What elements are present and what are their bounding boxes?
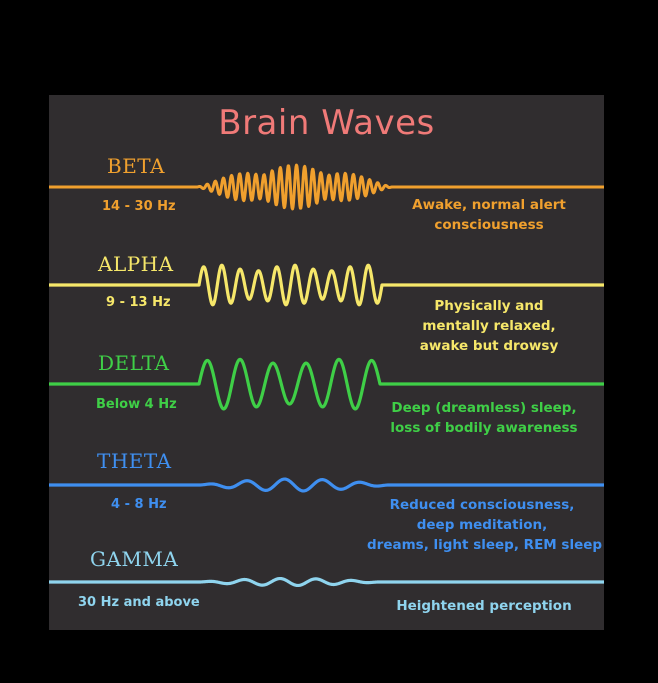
alpha-name: ALPHA [98, 252, 174, 276]
theta-name: THETA [97, 449, 172, 473]
alpha-wave-line [49, 263, 604, 307]
theta-description: Reduced consciousness, deep meditation, … [367, 495, 603, 555]
wave-diagram [49, 163, 604, 588]
alpha-frequency: 9 - 13 Hz [106, 295, 171, 310]
infographic-panel: Brain Waves BETA 14 - 30 Hz Awake, norma… [49, 95, 604, 630]
beta-description-line: Awake, normal alert [412, 197, 566, 213]
gamma-description: Heightened perception [384, 596, 584, 616]
gamma-frequency: 30 Hz and above [78, 595, 200, 610]
delta-description-line: loss of bodily awareness [390, 420, 578, 436]
alpha-description: Physically and mentally relaxed, awake b… [394, 296, 584, 356]
theta-description-line: dreams, light sleep, REM sleep [367, 537, 603, 553]
beta-wave-line [49, 163, 604, 211]
delta-wave-line [49, 357, 604, 411]
beta-description-line: consciousness [434, 217, 544, 233]
alpha-description-line: Physically and [434, 298, 544, 314]
beta-name: BETA [107, 154, 165, 178]
theta-description-line: deep meditation, [416, 517, 548, 533]
gamma-description-line: Heightened perception [396, 598, 572, 614]
page-title: Brain Waves [218, 103, 435, 143]
delta-description: Deep (dreamless) sleep, loss of bodily a… [384, 398, 584, 438]
theta-description-line: Reduced consciousness, [389, 497, 575, 513]
beta-frequency: 14 - 30 Hz [102, 199, 176, 214]
theta-wave-line [49, 477, 604, 493]
gamma-wave-line [49, 576, 604, 588]
theta-frequency: 4 - 8 Hz [111, 497, 167, 512]
delta-frequency: Below 4 Hz [96, 397, 177, 412]
delta-name: DELTA [98, 351, 170, 375]
alpha-description-line: awake but drowsy [419, 338, 559, 354]
beta-description: Awake, normal alert consciousness [394, 195, 584, 235]
alpha-description-line: mentally relaxed, [422, 318, 556, 334]
gamma-name: GAMMA [90, 547, 179, 571]
delta-description-line: Deep (dreamless) sleep, [391, 400, 577, 416]
